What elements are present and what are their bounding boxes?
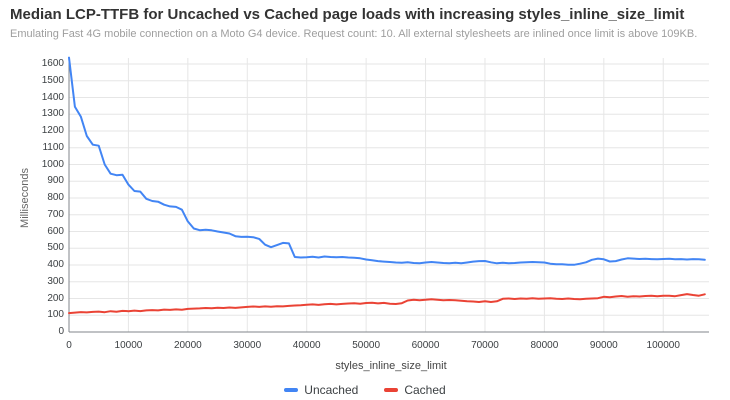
x-tick-label: 40000 — [292, 340, 321, 351]
x-tick-label: 50000 — [352, 340, 381, 351]
y-tick-label: 600 — [47, 225, 64, 237]
y-tick-label: 1600 — [41, 58, 64, 69]
y-tick-label: 700 — [47, 208, 64, 220]
series-line-uncached[interactable] — [68, 56, 706, 266]
legend-item-cached[interactable]: Cached — [384, 383, 446, 397]
x-axis-title: styles_inline_size_limit — [335, 360, 447, 372]
x-tick-label: 10000 — [114, 340, 143, 351]
chart-subtitle: Emulating Fast 4G mobile connection on a… — [10, 28, 698, 40]
y-tick-label: 900 — [47, 175, 64, 187]
legend-label: Cached — [404, 383, 446, 397]
legend-swatch-icon — [284, 388, 299, 392]
legend-label: Uncached — [304, 383, 359, 397]
x-tick-label: 90000 — [589, 340, 618, 351]
y-tick-label: 500 — [47, 242, 64, 254]
y-tick-label: 1100 — [42, 141, 64, 153]
x-tick-label: 20000 — [173, 340, 202, 351]
x-tick-label: 100000 — [646, 340, 680, 351]
legend-swatch-icon — [384, 388, 399, 392]
y-tick-label: 1000 — [41, 158, 64, 170]
y-tick-label: 300 — [47, 275, 64, 287]
y-tick-label: 1500 — [41, 74, 64, 86]
x-tick-label: 80000 — [530, 340, 559, 351]
y-tick-label: 0 — [58, 326, 64, 337]
y-tick-label: 1400 — [41, 91, 64, 103]
y-tick-label: 1300 — [41, 108, 64, 120]
series-line-cached[interactable] — [68, 293, 706, 315]
chart-legend: Uncached Cached — [0, 383, 730, 397]
x-tick-label: 60000 — [411, 340, 440, 351]
y-tick-label: 400 — [47, 259, 64, 270]
chart-title: Median LCP-TTFB for Uncached vs Cached p… — [10, 6, 685, 23]
y-tick-label: 100 — [47, 309, 64, 321]
x-tick-label: 0 — [66, 340, 72, 351]
x-tick-label: 70000 — [471, 340, 499, 351]
y-tick-label: 200 — [47, 292, 64, 304]
y-tick-label: 800 — [47, 192, 64, 203]
legend-item-uncached[interactable]: Uncached — [284, 383, 358, 397]
x-tick-label: 30000 — [233, 340, 262, 351]
y-tick-label: 1200 — [41, 125, 64, 136]
